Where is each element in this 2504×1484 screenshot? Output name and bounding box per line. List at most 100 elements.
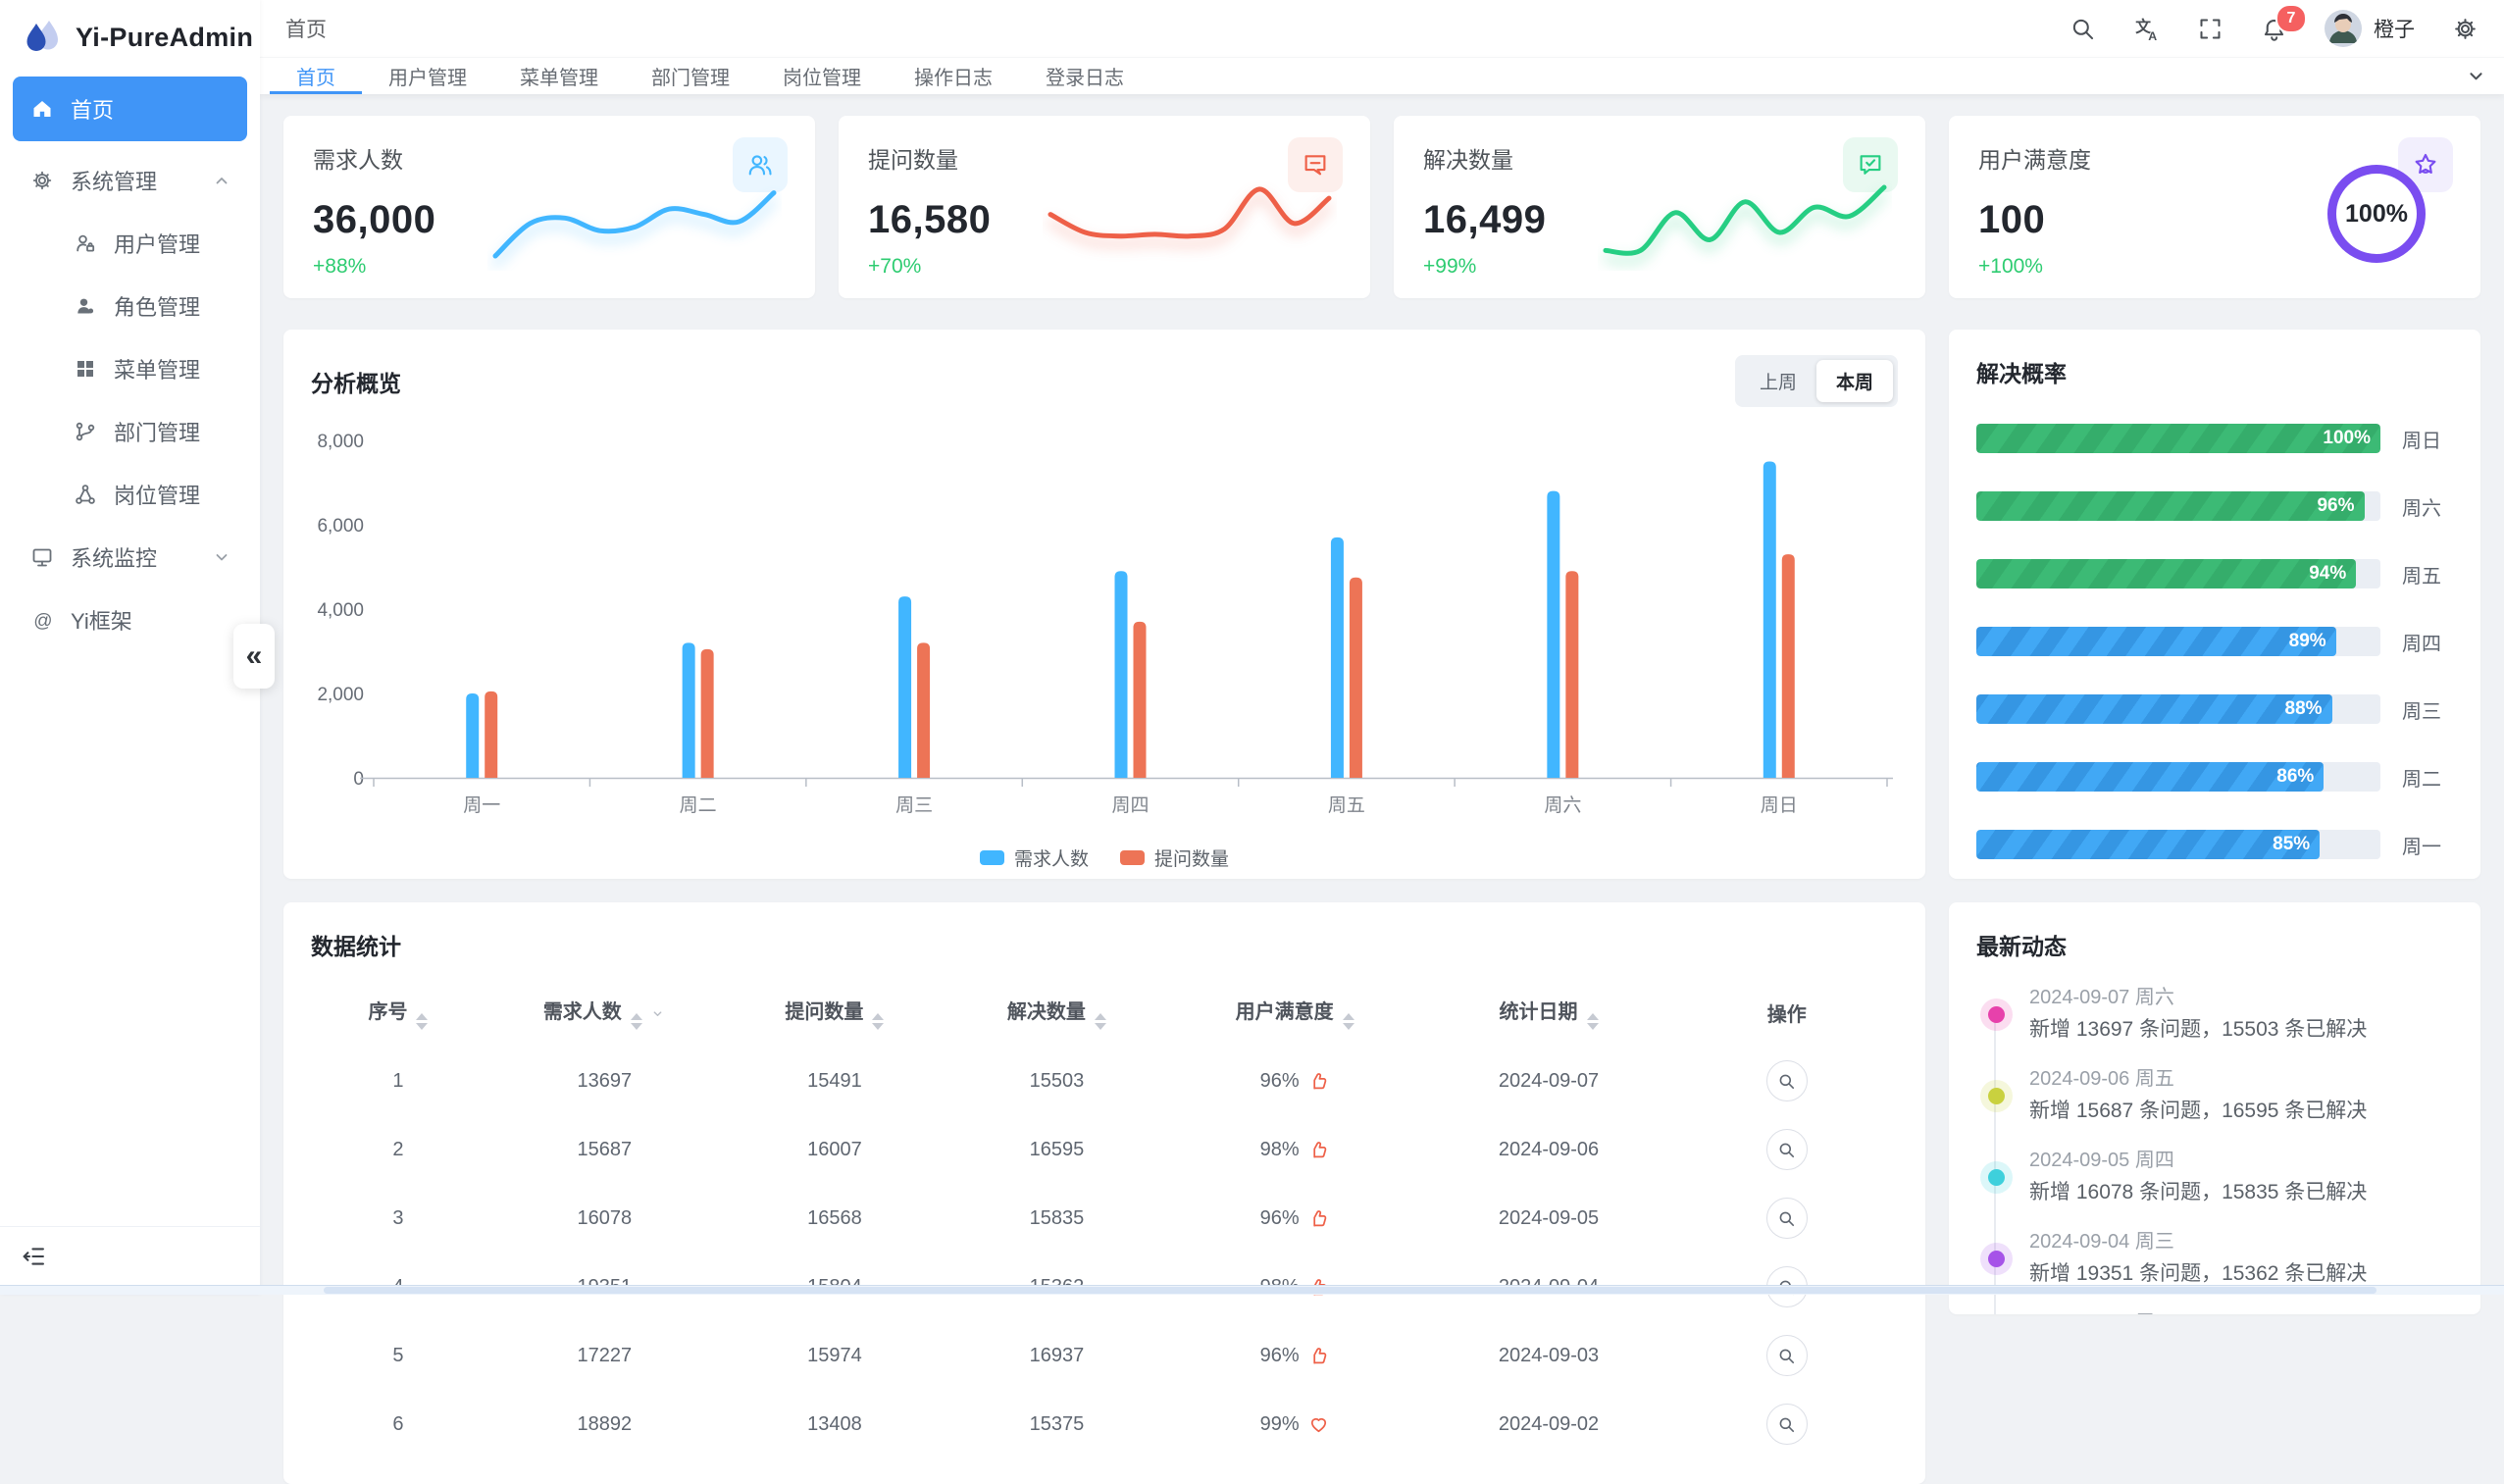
sparkline-chart [1598, 173, 1892, 271]
table-cell: 15503 [1029, 1069, 1085, 1092]
column-label: 序号 [368, 1001, 408, 1023]
progress-fill: 88% [1976, 694, 2332, 724]
users-icon [748, 155, 772, 176]
column-header-4[interactable]: 用户满意度 [1168, 979, 1422, 1047]
sidebar-item-system[interactable]: 系统管理 [13, 149, 247, 212]
progress-fill: 94% [1976, 559, 2357, 588]
sidebar-item-users[interactable]: 用户管理 [13, 212, 247, 275]
legend-item[interactable]: 需求人数 [979, 844, 1089, 871]
filter-chevron-icon [653, 1011, 662, 1016]
svg-text:0: 0 [353, 769, 364, 790]
sort-carets[interactable] [872, 1013, 885, 1030]
sidebar-item-home[interactable]: 首页 [13, 77, 247, 141]
tab-4[interactable]: 岗位管理 [783, 68, 861, 89]
filter-chevron-icon[interactable] [649, 1005, 666, 1022]
sparkline-chart [1043, 173, 1337, 271]
horizontal-scrollbar[interactable] [0, 1285, 2504, 1295]
tab-5[interactable]: 操作日志 [914, 68, 993, 89]
table-cell: 5 [392, 1344, 404, 1366]
app-logo: Yi-PureAdmin [0, 0, 260, 73]
row-view-button[interactable] [1765, 1404, 1808, 1445]
sidebar-menu: 首页 系统管理 用户管理 角色管理 菜单管理 部门管理 岗位管理 [0, 73, 260, 651]
table-cell: 15491 [807, 1069, 862, 1092]
svg-text:2,000: 2,000 [317, 685, 364, 705]
svg-text:4,000: 4,000 [317, 600, 364, 621]
table-cell: 99% [1168, 1390, 1422, 1458]
notification-bell[interactable]: 7 [2261, 3, 2307, 42]
sort-carets[interactable] [1094, 1013, 1106, 1030]
solve-rate-row: 96% 周六 [1976, 491, 2453, 521]
table-cell: 13697 [577, 1069, 633, 1092]
column-label: 需求人数 [542, 1001, 622, 1023]
sidebar-item-posts[interactable]: 岗位管理 [13, 463, 247, 526]
monitor-icon [32, 548, 52, 567]
sidebar-item-departments[interactable]: 部门管理 [13, 400, 247, 463]
timeline-dot [1988, 1006, 2005, 1023]
sidebar-item-monitor[interactable]: 系统监控 [13, 526, 247, 588]
app-title: Yi-PureAdmin [76, 22, 254, 52]
column-header-1[interactable]: 需求人数 [485, 979, 724, 1047]
breadcrumb: 首页 [285, 19, 327, 41]
table-cell: 2024-09-06 [1498, 1138, 1600, 1160]
sidebar-item-roles[interactable]: 角色管理 [13, 275, 247, 337]
row-view-button[interactable] [1765, 1198, 1808, 1239]
chart-legend: 需求人数 提问数量 [311, 844, 1898, 871]
satisfaction-value: 96% [1259, 1069, 1300, 1092]
gear-icon [32, 171, 52, 190]
sidebar-item-framework[interactable]: @ Yi框架 [13, 588, 247, 651]
row-view-button[interactable] [1765, 1060, 1808, 1101]
tabs-more-button[interactable] [2447, 58, 2504, 94]
table-cell: 2024-09-02 [1498, 1412, 1600, 1435]
column-label: 操作 [1766, 1004, 1807, 1026]
column-header-3[interactable]: 解决数量 [945, 979, 1168, 1047]
progress-day-label: 周六 [2402, 497, 2441, 520]
user-filled-icon [77, 298, 94, 314]
sidebar-item-menus[interactable]: 菜单管理 [13, 337, 247, 400]
sort-carets[interactable] [1586, 1013, 1599, 1030]
stat-card-icon-box [733, 137, 788, 192]
table-row: 5 17227 15974 16937 96% 2024-09-03 [311, 1321, 1898, 1390]
table-cell: 13408 [807, 1412, 862, 1435]
timeline-entry: 2024-09-04 周三 新增 19351 条问题，15362 条已解决 [1986, 1231, 2453, 1286]
satisfaction-value: 98% [1259, 1138, 1300, 1160]
row-view-button[interactable] [1765, 1129, 1808, 1170]
tab-2[interactable]: 菜单管理 [520, 68, 598, 89]
at-icon: @ [33, 611, 52, 632]
timeline-entry: 2024-09-06 周五 新增 15687 条问题，16595 条已解决 [1986, 1068, 2453, 1123]
row-view-button[interactable] [1765, 1335, 1808, 1376]
svg-text:周六: 周六 [1544, 794, 1581, 816]
column-header-2[interactable]: 提问数量 [724, 979, 946, 1047]
solve-rate-row: 86% 周二 [1976, 762, 2453, 792]
search-icon[interactable] [2070, 16, 2096, 42]
tab-1[interactable]: 用户管理 [388, 68, 467, 89]
fullscreen-icon[interactable] [2197, 16, 2223, 42]
table-cell-actions [1675, 1115, 1898, 1184]
analysis-panel: 分析概览 上周 本周 0 2,000 4,000 6,000 8,000 周一 周二 周三 周四… [283, 330, 1925, 879]
sidebar-collapse-button[interactable]: « [233, 624, 275, 689]
tab-0[interactable]: 首页 [270, 58, 362, 94]
toggle-last-week[interactable]: 上周 [1759, 373, 1797, 393]
column-header-0[interactable]: 序号 [311, 979, 485, 1047]
sort-carets[interactable] [416, 1013, 429, 1030]
grid-icon [74, 357, 97, 381]
thumbs-up-icon [1307, 1207, 1330, 1230]
magnifier-icon [1779, 1074, 1795, 1089]
column-header-5[interactable]: 统计日期 [1422, 979, 1676, 1047]
tab-6[interactable]: 登录日志 [1046, 68, 1124, 89]
sort-carets[interactable] [630, 1013, 642, 1030]
legend-item[interactable]: 提问数量 [1120, 844, 1229, 871]
progress-fill: 96% [1976, 491, 2365, 521]
share-nodes-icon [76, 485, 95, 504]
table-cell-actions [1675, 1321, 1898, 1390]
collapse-menu-icon[interactable] [20, 1243, 47, 1270]
toggle-this-week[interactable]: 本周 [1815, 360, 1893, 402]
table-row: 3 16078 16568 15835 96% 2024-09-05 [311, 1184, 1898, 1253]
timeline-dot [1988, 1251, 2005, 1267]
stat-card-title: 用户满意度 [1978, 147, 2091, 173]
scrollbar-thumb[interactable] [324, 1287, 2376, 1294]
settings-gear-icon[interactable] [2452, 16, 2478, 42]
tab-3[interactable]: 部门管理 [651, 68, 730, 89]
user-menu[interactable]: 橙子 [2325, 10, 2415, 47]
sort-carets[interactable] [1342, 1013, 1354, 1030]
